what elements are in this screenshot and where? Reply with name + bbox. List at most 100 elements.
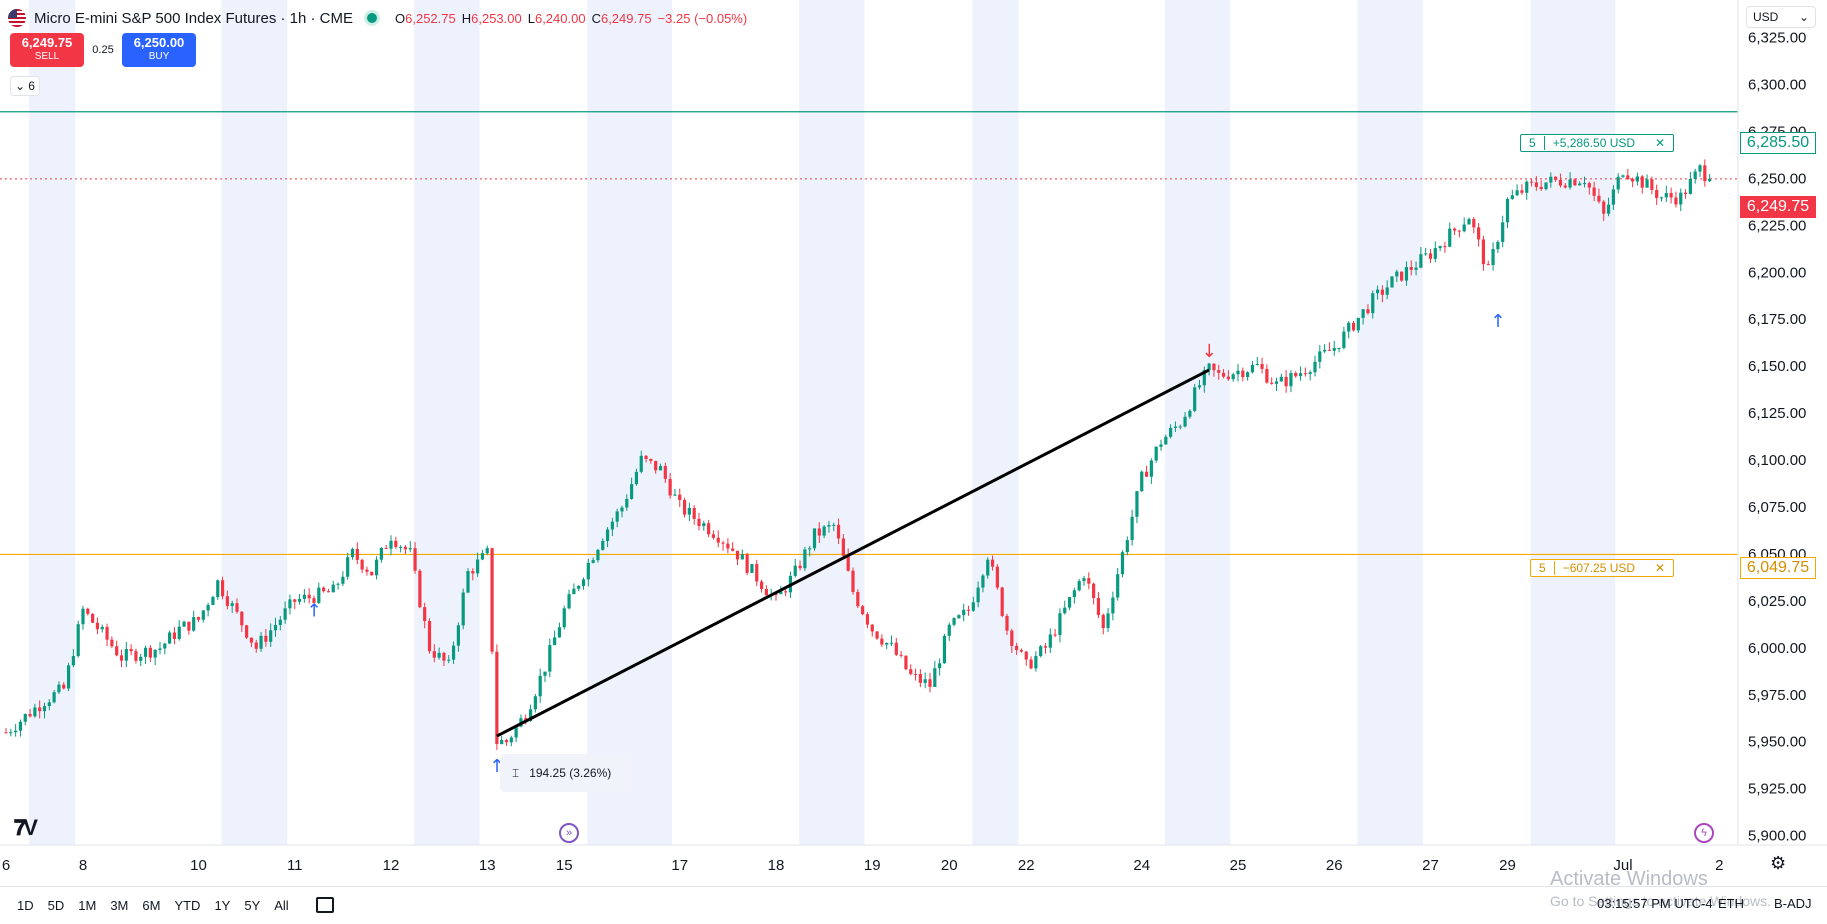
candle-body xyxy=(942,635,947,664)
candle-body xyxy=(139,656,143,661)
buy-button[interactable]: 6,250.00 BUY xyxy=(122,33,196,67)
candle-body xyxy=(1207,363,1211,371)
candle-body xyxy=(389,540,393,549)
time-tick-label: Jul xyxy=(1613,857,1632,874)
candle-body xyxy=(1342,331,1346,348)
price-tick-label: 6,300.00 xyxy=(1748,77,1806,94)
ohlc-key: H xyxy=(461,10,472,26)
candle-body xyxy=(418,570,422,608)
candle-body xyxy=(707,523,711,535)
range-ytd[interactable]: YTD xyxy=(174,897,201,913)
range-1m[interactable]: 1M xyxy=(78,897,97,913)
candle-body xyxy=(885,642,889,645)
candle-body xyxy=(1438,246,1442,249)
candle-body xyxy=(1289,373,1293,387)
candle-body xyxy=(1414,267,1418,270)
activate-windows-watermark: Activate Windows Go to Settings to activ… xyxy=(1550,868,1771,909)
candle-body xyxy=(1688,178,1692,194)
candle-body xyxy=(875,631,879,639)
candle-body xyxy=(1380,289,1384,295)
candle-body xyxy=(726,543,730,549)
candle-body xyxy=(962,609,966,616)
chevron-down-icon: ⌄ xyxy=(1798,10,1809,24)
candle-body xyxy=(206,604,210,611)
candle-body xyxy=(423,607,427,621)
ohlc-item: −3.25 (−0.05%) xyxy=(658,11,748,26)
candle-body xyxy=(1375,289,1380,294)
candle-body xyxy=(1144,471,1149,477)
gear-icon[interactable]: ⚙ xyxy=(1770,853,1787,873)
candle-body xyxy=(365,569,369,572)
symbol-title[interactable]: Micro E-mini S&P 500 Index Futures · 1h … xyxy=(34,9,353,27)
candle-body xyxy=(1558,179,1563,186)
bottom-toolbar: 1D 5D 1M 3M 6M YTD 1Y 5Y All xyxy=(0,886,1827,923)
session-band xyxy=(587,0,673,845)
tradingview-logo-icon[interactable]: 𝟕V xyxy=(14,815,38,840)
candle-body xyxy=(947,624,951,636)
candle-body xyxy=(1135,491,1139,517)
close-icon[interactable]: ✕ xyxy=(1654,561,1665,575)
lightning-event-icon[interactable]: ϟ xyxy=(1694,823,1714,843)
range-1d[interactable]: 1D xyxy=(17,897,34,913)
candle-body xyxy=(119,655,124,661)
candle-body xyxy=(163,643,167,649)
candle-body xyxy=(1294,373,1298,377)
candle-body xyxy=(625,498,629,508)
eth-toggle[interactable]: ETH xyxy=(1718,896,1744,911)
range-5d[interactable]: 5D xyxy=(47,897,65,913)
price-tick-label: 5,950.00 xyxy=(1748,734,1806,751)
clock[interactable]: 03:15:57 PM UTC-4 xyxy=(1597,896,1713,911)
candle-body xyxy=(1221,372,1226,377)
ohlc-item: O6,252.75 xyxy=(395,11,456,26)
candle-body xyxy=(880,638,884,645)
candle-body xyxy=(899,654,903,656)
candle-body xyxy=(610,521,614,530)
candle-body xyxy=(1043,646,1048,648)
price-tick-label: 6,025.00 xyxy=(1748,593,1806,610)
range-6m[interactable]: 6M xyxy=(142,897,161,913)
close-icon[interactable]: ✕ xyxy=(1654,136,1665,150)
candle-body xyxy=(1631,179,1635,182)
candle-body xyxy=(1072,590,1076,598)
badj-toggle[interactable]: B-ADJ xyxy=(1774,896,1812,911)
sell-button[interactable]: 6,249.75 SELL xyxy=(10,33,84,67)
ohlc-item: H6,253.00 xyxy=(462,11,522,26)
candle-body xyxy=(918,674,922,683)
time-tick-label: 24 xyxy=(1133,857,1150,874)
indicators-collapse-button[interactable]: ⌄ 6 xyxy=(10,76,40,96)
candle-body xyxy=(1217,370,1221,373)
candle-body xyxy=(168,632,172,644)
candle-body xyxy=(759,581,764,590)
candle-body xyxy=(1005,615,1009,631)
candle-body xyxy=(235,603,239,612)
range-1y[interactable]: 1Y xyxy=(214,897,231,913)
candle-body xyxy=(1428,253,1433,259)
candle-body xyxy=(129,649,133,652)
currency-select[interactable]: USD ⌄ xyxy=(1746,6,1816,28)
candle-body xyxy=(976,587,980,603)
candle-body xyxy=(1169,427,1173,437)
candle-body xyxy=(1303,373,1307,375)
candle-body xyxy=(654,460,658,471)
dividend-event-icon[interactable]: » xyxy=(559,823,579,843)
candle-body xyxy=(557,627,562,638)
range-3m[interactable]: 3M xyxy=(110,897,129,913)
candle-body xyxy=(1255,364,1259,366)
candle-body xyxy=(220,580,225,597)
take-profit-order[interactable]: 5 +5,286.50 USD ✕ xyxy=(1520,134,1674,152)
candle-body xyxy=(490,548,494,652)
candle-body xyxy=(331,584,335,593)
candle-body xyxy=(692,507,696,519)
candle-body xyxy=(803,549,807,569)
range-all[interactable]: All xyxy=(274,897,289,913)
candle-body xyxy=(408,548,412,550)
calendar-icon[interactable] xyxy=(315,897,334,913)
candle-body xyxy=(1202,370,1206,386)
range-5y[interactable]: 5Y xyxy=(244,897,261,913)
candle-body xyxy=(322,587,326,592)
candle-body xyxy=(293,599,297,602)
candle-body xyxy=(986,559,990,576)
stop-loss-order[interactable]: 5 −607.25 USD ✕ xyxy=(1530,559,1674,577)
candle-body xyxy=(697,518,701,527)
